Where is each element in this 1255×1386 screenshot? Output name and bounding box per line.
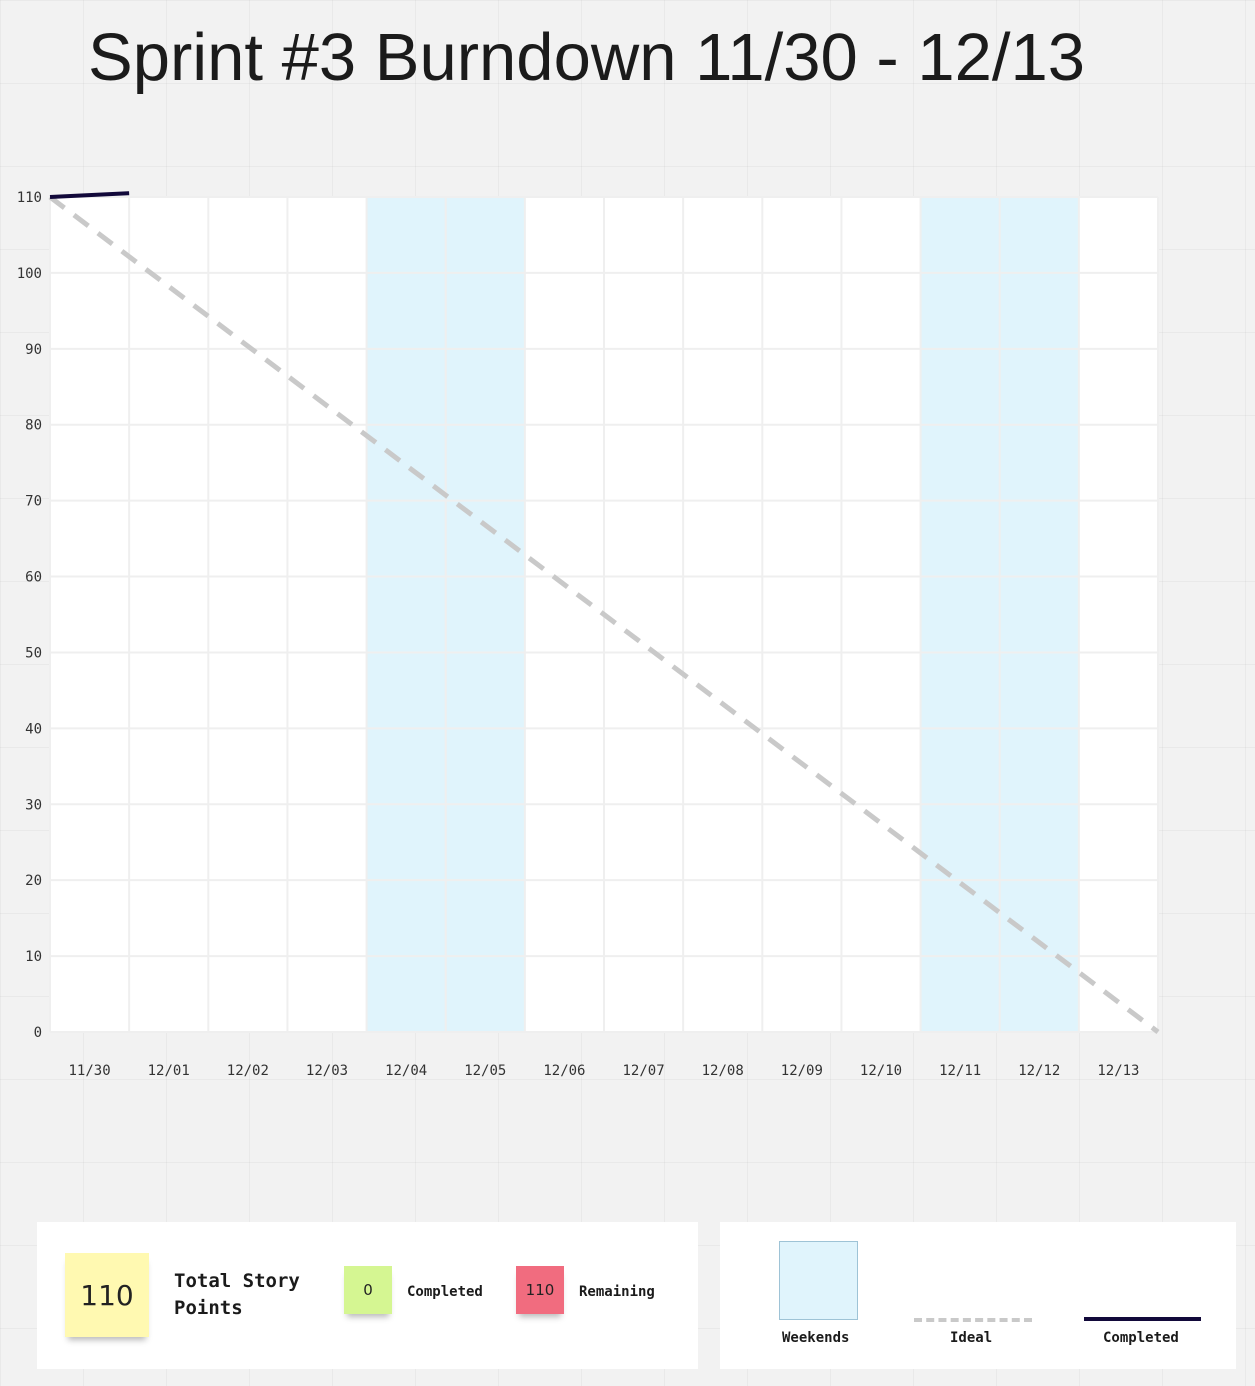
series-line-ideal bbox=[48, 195, 1160, 1034]
weekend-band bbox=[920, 197, 1000, 1032]
x-tick-label: 12/05 bbox=[464, 1063, 506, 1079]
x-tick-label: 12/01 bbox=[148, 1063, 190, 1079]
y-tick-label: 80 bbox=[25, 418, 42, 434]
x-tick-label: 12/09 bbox=[781, 1063, 823, 1079]
x-tick-label: 12/02 bbox=[227, 1063, 269, 1079]
chart-title: Sprint #3 Burndown 11/30 - 12/13 bbox=[88, 20, 1085, 95]
total-points-label: Total Story Points bbox=[174, 1270, 300, 1319]
y-tick-label: 20 bbox=[25, 873, 42, 889]
x-tick-label: 12/11 bbox=[939, 1063, 981, 1079]
x-tick-label: 12/12 bbox=[1018, 1063, 1060, 1079]
x-tick-label: 12/07 bbox=[622, 1063, 664, 1079]
x-tick-label: 12/06 bbox=[543, 1063, 585, 1079]
legend-weekends-label: Weekends bbox=[782, 1330, 850, 1346]
legend-completed-swatch bbox=[1084, 1317, 1201, 1321]
weekend-band bbox=[999, 197, 1079, 1032]
summary-panel: 110 Total Story Points 0 Completed 110 R… bbox=[37, 1222, 698, 1369]
burndown-chart: 0 10 20 30 40 50 60 70 80 90 100 110 11/30 12/01 12/0… bbox=[17, 190, 1160, 1079]
legend-weekends-swatch bbox=[779, 1241, 858, 1320]
y-tick-label: 30 bbox=[25, 797, 42, 813]
total-points-sticky: 110 bbox=[65, 1253, 149, 1337]
y-tick-label: 0 bbox=[34, 1025, 42, 1041]
x-tick-label: 12/04 bbox=[385, 1063, 427, 1079]
x-tick-label: 12/03 bbox=[306, 1063, 348, 1079]
y-tick-label: 90 bbox=[25, 342, 42, 358]
series-line-completed bbox=[49, 191, 130, 199]
legend-panel: Weekends Ideal Completed bbox=[720, 1222, 1236, 1369]
y-tick-label: 100 bbox=[17, 266, 42, 282]
x-tick-label: 12/13 bbox=[1097, 1063, 1139, 1079]
legend-ideal-label: Ideal bbox=[950, 1330, 993, 1346]
y-tick-label: 70 bbox=[25, 494, 42, 510]
completed-points-sticky: 0 bbox=[344, 1266, 392, 1314]
weekend-band bbox=[366, 197, 446, 1032]
remaining-points-sticky: 110 bbox=[516, 1266, 564, 1314]
remaining-points-label: Remaining bbox=[579, 1284, 655, 1300]
legend-ideal-swatch bbox=[914, 1318, 1032, 1322]
x-tick-label: 12/08 bbox=[702, 1063, 744, 1079]
y-tick-label: 60 bbox=[25, 570, 42, 586]
legend-completed-label: Completed bbox=[1103, 1330, 1179, 1346]
completed-points-label: Completed bbox=[407, 1284, 483, 1300]
y-tick-label: 50 bbox=[25, 645, 42, 661]
y-tick-label: 40 bbox=[25, 721, 42, 737]
weekend-band bbox=[445, 197, 525, 1032]
x-tick-label: 11/30 bbox=[68, 1063, 110, 1079]
x-tick-label: 12/10 bbox=[860, 1063, 902, 1079]
y-tick-label: 10 bbox=[25, 949, 42, 965]
y-tick-label: 110 bbox=[17, 190, 42, 206]
